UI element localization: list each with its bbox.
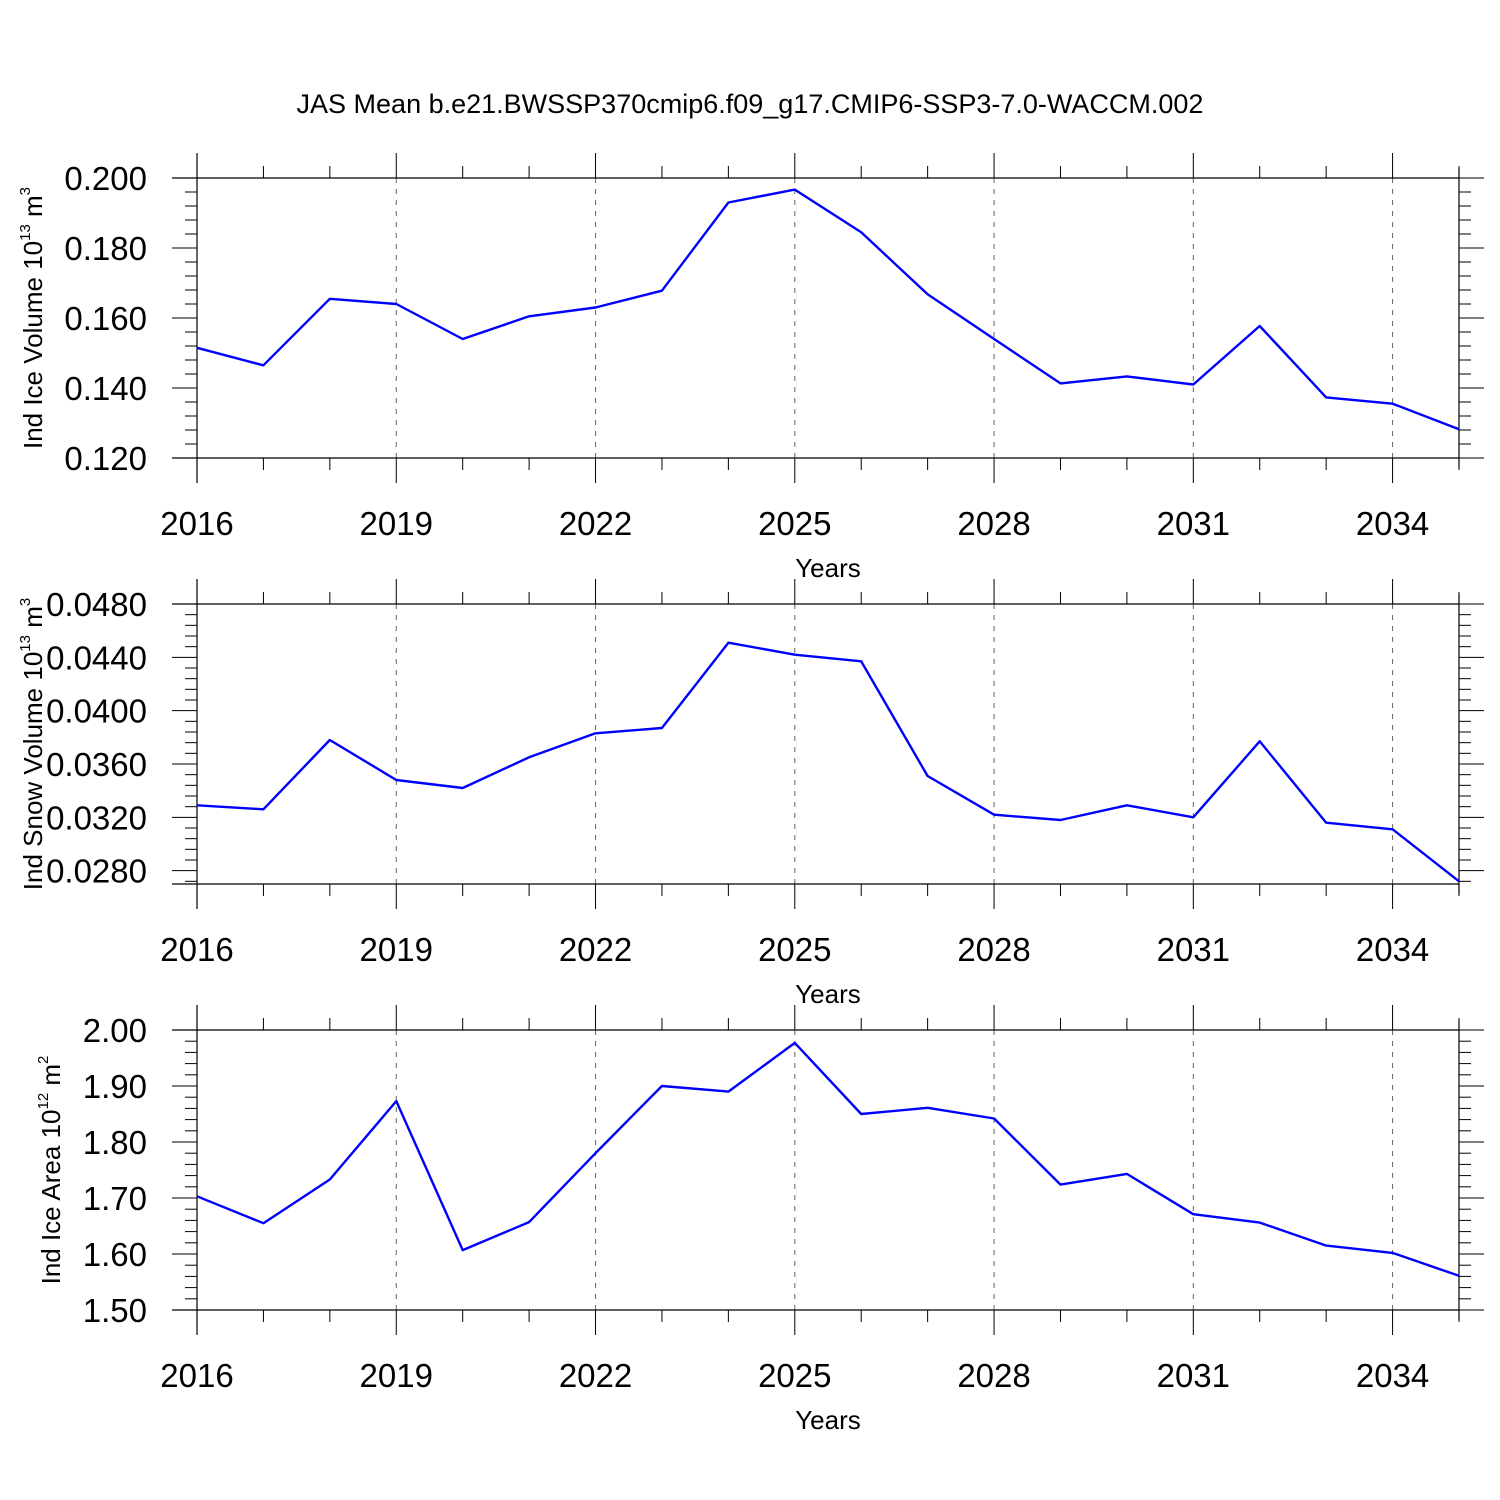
x-tick-label: 2031 [1157, 505, 1230, 542]
y-tick-label: 1.60 [83, 1236, 147, 1273]
y-tick-label: 0.0280 [46, 853, 147, 890]
panel-1: 2016 2019 2022 2025 2028 2031 2034 0.120 0.140 0.… [17, 153, 1484, 583]
x-tick-label: 2016 [160, 505, 233, 542]
panel-3: 2016 2019 2022 2025 2028 2031 2034 1.50 1.60 1.70… [35, 1005, 1484, 1435]
x-tick-label: 2019 [360, 1357, 433, 1394]
x-tick-label: 2028 [957, 931, 1030, 968]
y-tick-label: 1.70 [83, 1180, 147, 1217]
x-tick-label: 2016 [160, 931, 233, 968]
y-axis-label: Ind Snow Volume 1013 m3 [17, 598, 48, 890]
x-tick-label: 2031 [1157, 931, 1230, 968]
x-axis-label: Years [795, 979, 861, 1009]
y-tick-label: 0.0400 [46, 693, 147, 730]
y-tick-label: 0.0320 [46, 799, 147, 836]
x-tick-label: 2034 [1356, 505, 1429, 542]
y-tick-label: 0.0440 [46, 639, 147, 676]
x-tick-label: 2025 [758, 931, 831, 968]
x-tick-label: 2022 [559, 931, 632, 968]
x-tick-label: 2025 [758, 505, 831, 542]
x-tick-label: 2031 [1157, 1357, 1230, 1394]
x-tick-label: 2022 [559, 505, 632, 542]
y-axis-label: Ind Ice Area 1012 m2 [35, 1056, 66, 1285]
panel-2: 2016 2019 2022 2025 2028 2031 2034 0.0280 0.0320… [17, 579, 1484, 1009]
y-axis-label: Ind Ice Volume 1013 m3 [17, 187, 48, 449]
series-line [196, 188, 1460, 431]
x-tick-label: 2028 [957, 1357, 1030, 1394]
y-tick-label: 1.50 [83, 1292, 147, 1329]
y-tick-label: 1.90 [83, 1068, 147, 1105]
y-tick-label: 0.140 [64, 370, 147, 407]
x-tick-label: 2019 [360, 505, 433, 542]
y-tick-label: 2.00 [83, 1012, 147, 1049]
x-axis-label: Years [795, 553, 861, 583]
series-line [196, 641, 1460, 883]
x-tick-label: 2028 [957, 505, 1030, 542]
series-line [196, 1041, 1460, 1277]
x-tick-label: 2016 [160, 1357, 233, 1394]
y-tick-label: 0.180 [64, 230, 147, 267]
x-tick-label: 2022 [559, 1357, 632, 1394]
x-tick-label: 2025 [758, 1357, 831, 1394]
y-tick-label: 0.0360 [46, 746, 147, 783]
chart-title: JAS Mean b.e21.BWSSP370cmip6.f09_g17.CMI… [297, 89, 1204, 119]
y-tick-label: 0.160 [64, 300, 147, 337]
y-tick-label: 0.120 [64, 440, 147, 477]
x-axis-label: Years [795, 1405, 861, 1435]
x-tick-label: 2034 [1356, 1357, 1429, 1394]
x-tick-label: 2019 [360, 931, 433, 968]
y-tick-label: 0.0480 [46, 586, 147, 623]
y-tick-label: 0.200 [64, 160, 147, 197]
x-tick-label: 2034 [1356, 931, 1429, 968]
chart-panels: 2016 2019 2022 2025 2028 2031 2034 0.120 0.140 0.… [17, 153, 1484, 1435]
y-tick-label: 1.80 [83, 1124, 147, 1161]
